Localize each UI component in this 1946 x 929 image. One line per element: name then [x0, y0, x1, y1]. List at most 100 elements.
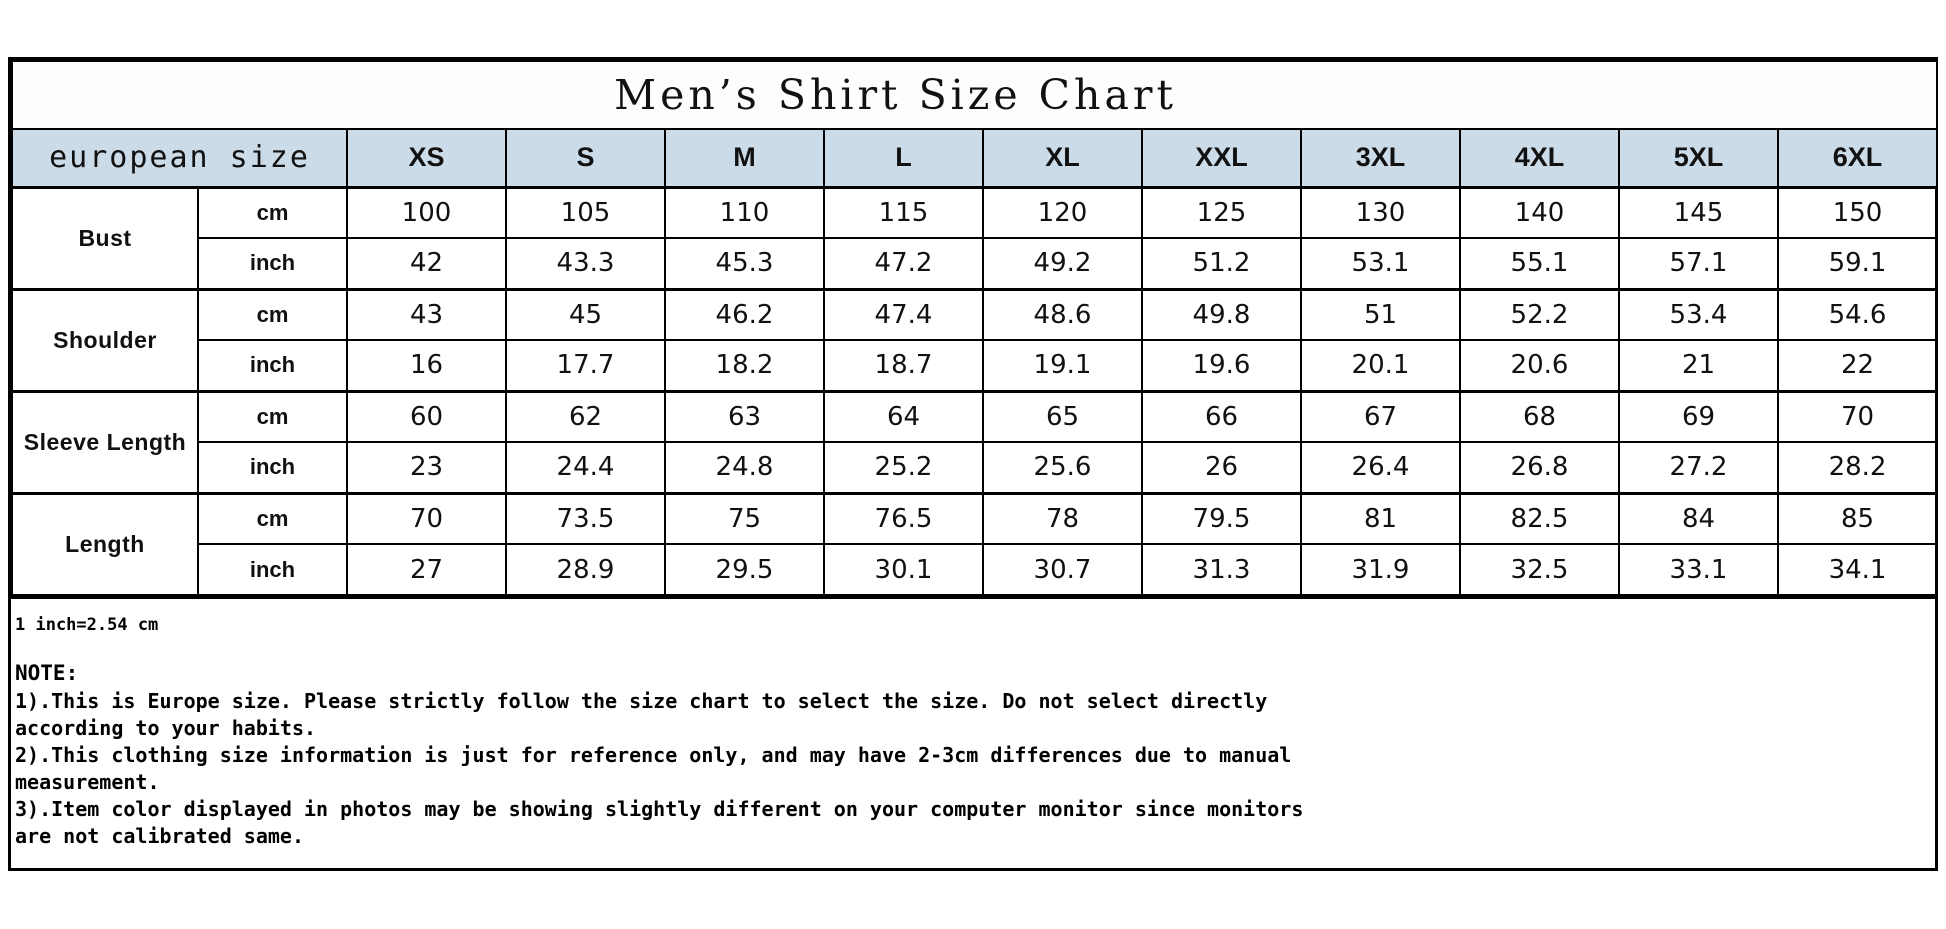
value-cell: 59.1: [1776, 237, 1939, 290]
value-cell: 49.2: [982, 237, 1143, 290]
measurement-label: Length: [11, 491, 199, 596]
size-header-s: S: [505, 128, 666, 188]
unit-label: inch: [197, 339, 348, 392]
value-cell: 73.5: [505, 491, 666, 545]
value-cell: 70: [346, 491, 507, 545]
value-cell: 28.2: [1776, 441, 1939, 494]
size-header-6xl: 6XL: [1776, 128, 1939, 188]
value-cell: 53.1: [1300, 237, 1461, 290]
unit-conversion-note: 1 inch=2.54 cm: [15, 615, 159, 635]
value-cell: 25.2: [823, 441, 984, 494]
size-header-5xl: 5XL: [1618, 128, 1779, 188]
measurement-row: Bust cm 100 105 110 115 120 125 130 140 145 150: [11, 185, 1939, 290]
value-cell: 27: [346, 543, 507, 596]
measurement-row: inch 16 17.7 18.2 18.7 19.1 19.6 20.1 20.6 21 22: [12, 339, 1939, 392]
size-header-row: european size XS S M L XL XXL 3XL 4XL 5XL 6XL: [11, 128, 1939, 188]
value-cell: 47.4: [823, 287, 984, 341]
value-cell: 68: [1459, 389, 1620, 443]
unit-label: cm: [197, 389, 348, 443]
value-cell: 52.2: [1459, 287, 1620, 341]
value-cell: 120: [982, 185, 1143, 239]
value-cell: 140: [1459, 185, 1620, 239]
value-cell: 115: [823, 185, 984, 239]
value-cell: 19.1: [982, 339, 1143, 392]
value-cell: 51: [1300, 287, 1461, 341]
measurement-row: Shoulder cm 43 45 46.2 47.4 48.6 49.8 51 52.2 53.4…: [11, 287, 1939, 392]
measurement-row: inch 27 28.9 29.5 30.1 30.7 31.3 31.9 32.5 33.1 34…: [12, 543, 1939, 596]
unit-label: inch: [197, 543, 348, 596]
value-cell: 100: [346, 185, 507, 239]
value-cell: 28.9: [505, 543, 666, 596]
measurement-label: Sleeve Length: [11, 389, 199, 494]
size-header-l: L: [823, 128, 984, 188]
value-cell: 81: [1300, 491, 1461, 545]
value-cell: 43: [346, 287, 507, 341]
value-cell: 110: [664, 185, 825, 239]
measurement-label: Shoulder: [11, 287, 199, 392]
size-header-3xl: 3XL: [1300, 128, 1461, 188]
value-cell: 23: [346, 441, 507, 494]
value-cell: 105: [505, 185, 666, 239]
value-cell: 130: [1300, 185, 1461, 239]
value-cell: 47.2: [823, 237, 984, 290]
value-cell: 62: [505, 389, 666, 443]
value-cell: 46.2: [664, 287, 825, 341]
value-cell: 33.1: [1618, 543, 1779, 596]
value-cell: 65: [982, 389, 1143, 443]
value-cell: 32.5: [1459, 543, 1620, 596]
note-line-3: 3).Item color displayed in photos may be…: [15, 797, 1304, 848]
corner-header-label: european size: [11, 128, 348, 188]
chart-title: Men’s Shirt Size Chart: [10, 60, 1939, 130]
size-header-xs: XS: [346, 128, 507, 188]
value-cell: 53.4: [1618, 287, 1779, 341]
value-cell: 18.7: [823, 339, 984, 392]
measurement-row: inch 23 24.4 24.8 25.2 25.6 26 26.4 26.8 27.2 28.2: [12, 441, 1939, 494]
value-cell: 43.3: [505, 237, 666, 290]
value-cell: 85: [1776, 491, 1939, 545]
unit-label: cm: [197, 185, 348, 239]
value-cell: 67: [1300, 389, 1461, 443]
value-cell: 20.1: [1300, 339, 1461, 392]
value-cell: 82.5: [1459, 491, 1620, 545]
value-cell: 30.7: [982, 543, 1143, 596]
value-cell: 42: [346, 237, 507, 290]
size-header-4xl: 4XL: [1459, 128, 1620, 188]
value-cell: 63: [664, 389, 825, 443]
value-cell: 64: [823, 389, 984, 443]
unit-label: cm: [197, 491, 348, 545]
size-chart-board: Men’s Shirt Size Chart european size XS S…: [8, 57, 1939, 871]
value-cell: 31.3: [1141, 543, 1302, 596]
value-cell: 70: [1776, 389, 1939, 443]
value-cell: 57.1: [1618, 237, 1779, 290]
value-cell: 125: [1141, 185, 1302, 239]
value-cell: 26.8: [1459, 441, 1620, 494]
notes-section: 1 inch=2.54 cm NOTE: 1).This is Europe s…: [11, 596, 1935, 868]
value-cell: 29.5: [664, 543, 825, 596]
value-cell: 84: [1618, 491, 1779, 545]
value-cell: 21: [1618, 339, 1779, 392]
value-cell: 150: [1776, 185, 1939, 239]
unit-label: inch: [197, 441, 348, 494]
value-cell: 34.1: [1776, 543, 1939, 596]
value-cell: 45: [505, 287, 666, 341]
value-cell: 145: [1618, 185, 1779, 239]
unit-label: inch: [197, 237, 348, 290]
value-cell: 76.5: [823, 491, 984, 545]
size-header-m: M: [664, 128, 825, 188]
value-cell: 45.3: [664, 237, 825, 290]
value-cell: 78: [982, 491, 1143, 545]
value-cell: 79.5: [1141, 491, 1302, 545]
value-cell: 31.9: [1300, 543, 1461, 596]
measurement-label: Bust: [11, 185, 199, 290]
unit-label: cm: [197, 287, 348, 341]
value-cell: 26.4: [1300, 441, 1461, 494]
value-cell: 16: [346, 339, 507, 392]
size-header-xl: XL: [982, 128, 1143, 188]
value-cell: 24.4: [505, 441, 666, 494]
value-cell: 17.7: [505, 339, 666, 392]
size-chart-table: Men’s Shirt Size Chart european size XS S…: [10, 60, 1939, 596]
value-cell: 26: [1141, 441, 1302, 494]
measurement-row: inch 42 43.3 45.3 47.2 49.2 51.2 53.1 55.1 57.1 59…: [12, 237, 1939, 290]
value-cell: 60: [346, 389, 507, 443]
value-cell: 75: [664, 491, 825, 545]
